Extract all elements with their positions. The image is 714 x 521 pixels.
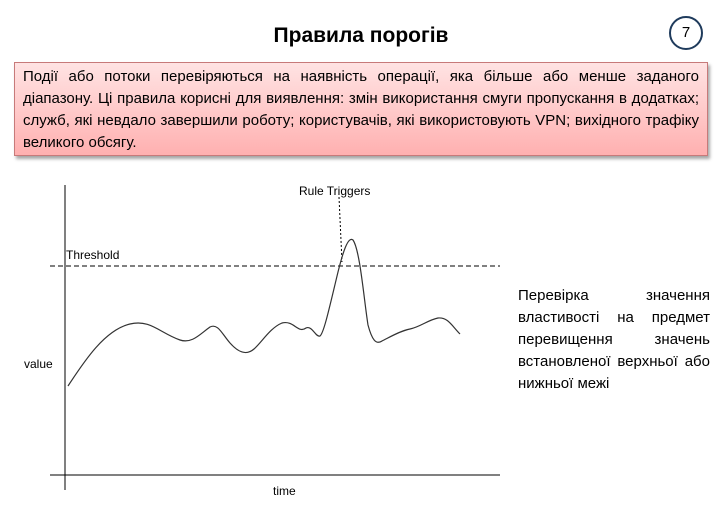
info-box: Події або потоки перевіряються на наявні…	[14, 62, 708, 156]
info-box-text: Події або потоки перевіряються на наявні…	[23, 68, 699, 151]
threshold-label: Threshold	[66, 248, 119, 262]
slide-title: Правила порогів	[273, 24, 449, 47]
side-description: Перевірка значення властивості на предме…	[518, 287, 710, 392]
page-number: 7	[669, 16, 703, 50]
threshold-diagram: Threshold Rule Triggers value time	[24, 184, 500, 498]
x-axis-label: time	[273, 484, 296, 498]
value-curve	[67, 238, 461, 387]
trigger-label: Rule Triggers	[299, 184, 370, 198]
trigger-marker-line	[338, 196, 343, 263]
y-axis-label: value	[24, 357, 53, 371]
